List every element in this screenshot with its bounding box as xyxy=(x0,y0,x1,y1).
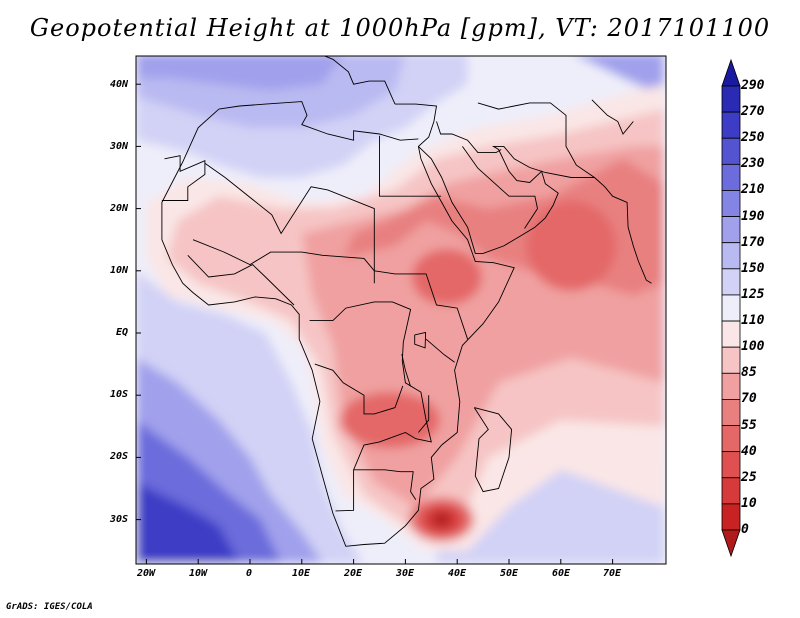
colorbar-swatch xyxy=(721,451,741,479)
colorbar-label: 170 xyxy=(741,234,765,250)
plot-frame xyxy=(135,55,667,565)
border-east-africa xyxy=(425,338,455,363)
lon-label: 10W xyxy=(188,568,208,579)
colorbar-label: 40 xyxy=(741,443,757,459)
lake-victoria xyxy=(414,331,427,349)
colorbar-label: 110 xyxy=(741,313,765,329)
zambezi-low xyxy=(339,392,440,449)
colorbar-label: 230 xyxy=(741,156,765,172)
africa-coastline xyxy=(161,103,515,547)
colorbar-swatch xyxy=(721,372,741,400)
lon-label: 10E xyxy=(291,568,311,579)
colorbar-label: 10 xyxy=(741,495,757,511)
southeast-high xyxy=(436,469,665,564)
colorbar-label: 100 xyxy=(741,339,765,355)
lon-label: 50E xyxy=(499,568,519,579)
border-central-band xyxy=(192,239,469,340)
border-afghanistan xyxy=(591,99,634,135)
madagascar-coast xyxy=(473,407,513,493)
colorbar-swatch xyxy=(721,163,741,191)
colorbar-swatch xyxy=(721,85,741,113)
colorbar-swatch xyxy=(721,190,741,217)
colorbar-swatch xyxy=(721,268,741,296)
colorbar xyxy=(721,58,741,558)
border-west-sahara xyxy=(161,155,206,201)
lat-label: 10N xyxy=(109,265,128,276)
lat-label: EQ xyxy=(115,327,128,338)
colorbar-swatch xyxy=(721,503,741,531)
lat-label: 30N xyxy=(109,141,128,152)
lon-label: 40E xyxy=(447,568,467,579)
colorbar-label: 290 xyxy=(741,78,765,93)
colorbar-label: 210 xyxy=(741,182,765,198)
colorbar-label: 250 xyxy=(741,130,765,146)
colorbar-label: 55 xyxy=(741,417,757,433)
colorbar-swatch xyxy=(721,320,741,348)
lake-malawi xyxy=(418,395,430,433)
colorbar-swatch xyxy=(721,399,741,426)
colorbar-swatch xyxy=(721,425,741,453)
lon-label: 70E xyxy=(602,568,622,579)
northeast-high xyxy=(577,56,665,97)
colorbar-min-arrow xyxy=(721,529,741,558)
lon-label: 30E xyxy=(395,568,415,579)
colorbar-max-arrow xyxy=(721,58,741,87)
colorbar-label: 25 xyxy=(741,469,757,485)
border-iran xyxy=(477,102,595,178)
colorbar-label: 70 xyxy=(741,391,757,407)
border-congo-angola xyxy=(314,363,404,415)
arabian-sea-low xyxy=(526,200,617,291)
border-sahel xyxy=(204,162,375,284)
colorbar-swatch xyxy=(721,346,741,374)
south-africa-low-center xyxy=(432,512,451,527)
colorbar-label: 85 xyxy=(741,365,757,381)
arabia-india-coast xyxy=(418,145,652,284)
colorbar-swatch xyxy=(721,477,741,505)
balkan-coastline xyxy=(323,56,396,105)
lat-label: 20N xyxy=(109,203,128,214)
north-high-inner xyxy=(136,56,342,91)
colorbar-label: 0 xyxy=(741,522,749,537)
border-west-africa xyxy=(187,254,295,306)
south-atlantic-high-core xyxy=(136,482,240,564)
border-central-africa xyxy=(309,301,432,512)
border-levant xyxy=(436,121,502,154)
colorbar-label: 190 xyxy=(741,208,765,224)
credit-text: GrADS: IGES/COLA xyxy=(6,602,93,612)
border-egypt xyxy=(379,135,442,197)
border-saudi xyxy=(462,146,538,229)
colorbar-label: 150 xyxy=(741,260,765,276)
colorbar-label: 270 xyxy=(741,104,765,120)
border-southern-africa xyxy=(353,469,417,500)
colorbar-label: 125 xyxy=(741,286,765,302)
north-africa-coast xyxy=(218,101,419,141)
colorbar-swatch xyxy=(721,111,741,139)
colorbar-swatch xyxy=(721,137,741,165)
lon-label: 0 xyxy=(245,568,253,579)
geopotential-field xyxy=(136,56,666,564)
lat-label: 40N xyxy=(109,79,128,90)
lon-label: 60E xyxy=(551,568,571,579)
coastline-layer xyxy=(161,56,652,547)
lake-tanganyika xyxy=(401,354,412,387)
map-title: Geopotential Height at 1000hPa [gpm], VT… xyxy=(29,14,771,42)
axis-ticks xyxy=(136,83,614,564)
colorbar-swatch xyxy=(721,294,741,322)
colorbar-swatch xyxy=(721,216,741,244)
lat-label: 20S xyxy=(109,451,128,462)
lat-label: 30S xyxy=(109,514,128,525)
lon-label: 20W xyxy=(136,568,156,579)
lon-label: 20E xyxy=(343,568,363,579)
horn-of-africa-low xyxy=(411,249,482,306)
colorbar-swatch xyxy=(721,242,741,270)
lat-label: 10S xyxy=(109,389,128,400)
